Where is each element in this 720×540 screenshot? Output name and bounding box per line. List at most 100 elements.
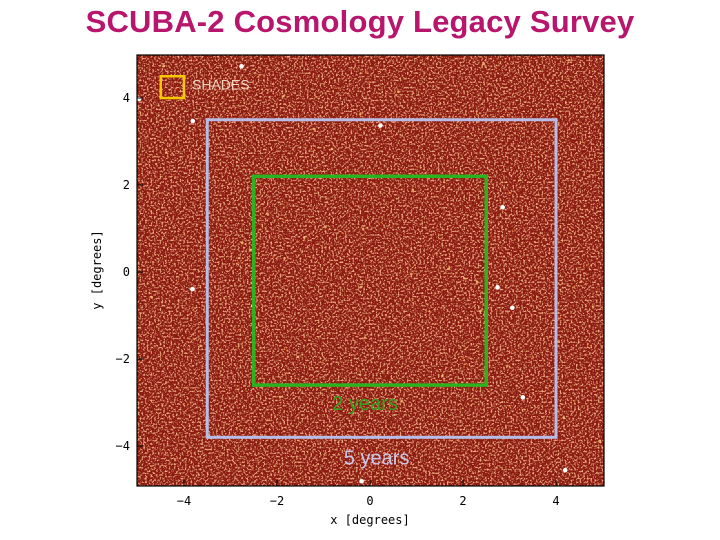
source-dot	[559, 316, 562, 319]
source-dot	[243, 102, 246, 105]
source-dot	[237, 329, 240, 331]
source-dot	[359, 285, 363, 289]
source-dot	[280, 425, 283, 427]
source-dot	[411, 299, 414, 301]
source-dot	[573, 384, 576, 386]
source-dot	[519, 128, 521, 131]
sky-map	[136, 54, 605, 487]
source-dot	[175, 87, 178, 90]
source-dot	[194, 310, 196, 313]
source-dot	[337, 408, 339, 411]
source-dot	[189, 403, 192, 405]
source-dot	[299, 440, 301, 443]
source-dot	[179, 132, 181, 135]
source-dot	[198, 396, 201, 399]
source-dot	[362, 449, 364, 451]
source-dot	[590, 255, 593, 258]
source-dot	[381, 222, 384, 225]
source-dot	[581, 141, 584, 143]
region-outline-5-years	[205, 118, 558, 439]
y-tick-label: 2	[123, 178, 130, 192]
region-outline-2-years	[252, 174, 488, 387]
source-dot	[216, 342, 219, 344]
source-dot	[564, 164, 566, 166]
source-dot	[548, 336, 551, 339]
source-dot	[322, 355, 325, 358]
source-dot	[264, 418, 267, 421]
source-dot	[567, 58, 571, 62]
source-dot	[446, 179, 448, 182]
source-dot	[441, 374, 444, 378]
source-dot	[542, 234, 545, 237]
source-dot	[482, 62, 486, 66]
source-dot	[479, 309, 482, 313]
source-dot	[285, 346, 288, 349]
source-dot	[456, 282, 459, 284]
source-dot	[556, 89, 559, 92]
source-dot	[475, 112, 478, 115]
source-dot	[454, 110, 457, 112]
source-dot	[416, 166, 418, 168]
source-dot	[501, 312, 504, 314]
source-dot	[138, 163, 141, 166]
source-dot	[410, 272, 413, 276]
source-dot	[438, 349, 440, 352]
source-dot	[239, 64, 244, 69]
source-dot	[500, 246, 502, 249]
source-dot	[140, 187, 143, 189]
source-dot	[354, 309, 356, 311]
source-dot	[463, 363, 466, 366]
y-tick-label: 4	[123, 91, 130, 105]
source-dot	[589, 344, 592, 347]
source-dot	[461, 407, 464, 410]
source-dot	[509, 192, 512, 194]
x-tick-label: 4	[552, 494, 559, 508]
y-axis-label: y [degrees]	[90, 230, 104, 309]
source-dot	[142, 112, 144, 115]
source-dot	[575, 122, 578, 124]
source-dot	[438, 265, 441, 267]
source-dot	[462, 324, 464, 327]
x-tick-label: −2	[270, 494, 284, 508]
source-dot	[549, 170, 552, 173]
source-dot	[268, 418, 271, 420]
source-dot	[448, 440, 451, 442]
source-dot	[598, 391, 601, 394]
source-dot	[250, 202, 253, 205]
source-dot	[282, 94, 285, 98]
source-dot	[213, 122, 216, 124]
source-dot	[428, 444, 430, 447]
source-dot	[256, 457, 258, 460]
source-dot	[505, 364, 509, 368]
source-dot	[433, 253, 436, 256]
region-outline-shades	[159, 75, 186, 100]
source-dot	[245, 139, 248, 141]
region-label-2-years: 2 years	[332, 393, 398, 415]
source-dot	[190, 286, 195, 292]
source-dot	[148, 192, 150, 194]
source-dot	[500, 205, 505, 210]
source-dot	[287, 424, 289, 426]
source-dot	[428, 223, 431, 226]
source-dot	[531, 355, 534, 358]
source-dot	[286, 201, 288, 204]
source-dot	[352, 68, 355, 70]
source-dot	[495, 67, 498, 69]
source-dot	[359, 115, 362, 118]
source-dot	[249, 249, 252, 252]
source-dot	[598, 439, 601, 443]
source-dot	[397, 90, 400, 94]
source-dot	[366, 253, 369, 256]
y-tick-label: −4	[116, 439, 130, 453]
x-tick-label: 2	[459, 494, 466, 508]
source-dot	[529, 172, 531, 175]
source-dot	[595, 333, 597, 336]
source-dot	[408, 389, 411, 392]
source-dot	[329, 425, 332, 428]
source-dot	[177, 280, 180, 283]
source-dot	[466, 151, 469, 154]
source-dot	[571, 319, 573, 321]
source-dot	[138, 177, 141, 180]
source-dot	[522, 269, 525, 272]
source-dot	[553, 441, 556, 444]
